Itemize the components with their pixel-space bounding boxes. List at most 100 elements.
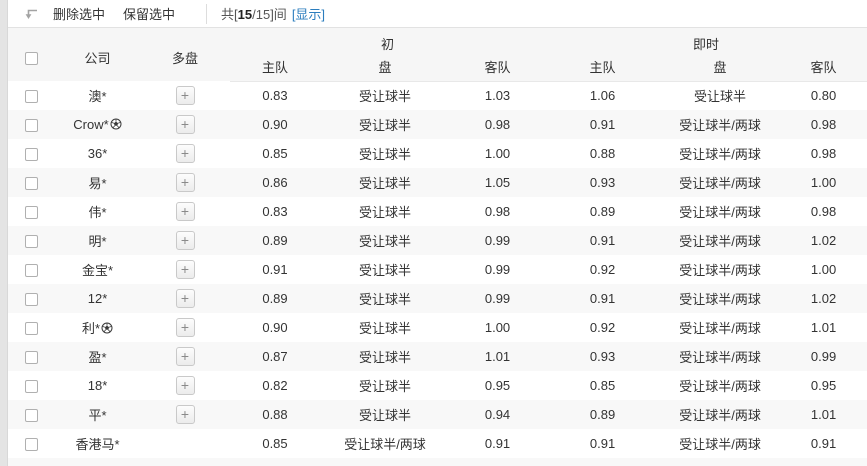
live-away-odds: 1.01 <box>810 320 837 335</box>
live-handicap: 受让球半/两球 <box>679 437 761 452</box>
company-name: 澳* <box>88 89 107 104</box>
row-checkbox[interactable] <box>25 235 38 249</box>
table-row: 明* + 0.89 受让球半 0.99 0.91 受让球半/两球 1.02 <box>8 226 867 255</box>
row-select-cell <box>8 81 55 110</box>
initial-away-odds: 0.94 <box>450 400 546 429</box>
row-checkbox[interactable] <box>25 351 38 365</box>
live-away-odds: 0.98 <box>780 110 867 139</box>
multi-cell: + <box>140 400 230 429</box>
multi-cell: + <box>140 226 230 255</box>
toolbar-divider <box>206 3 208 24</box>
select-all-checkbox[interactable] <box>25 52 38 66</box>
initial-away-odds: 1.00 <box>484 146 511 161</box>
expand-button[interactable]: + <box>175 202 195 221</box>
row-select-cell <box>8 255 55 284</box>
initial-away-odds: 1.00 <box>484 320 511 335</box>
company-name: 18* <box>87 378 108 393</box>
initial-away-odds: 0.99 <box>450 226 546 255</box>
table-row: 威* 0.75 受让球半 1.00 0.97 受让球半 0.81 <box>8 458 867 466</box>
expand-button[interactable]: + <box>175 144 195 163</box>
company-name: 盈* <box>88 350 107 365</box>
row-checkbox[interactable] <box>25 322 38 336</box>
initial-handicap: 受让球半 <box>320 110 450 139</box>
live-handicap: 受让球半/两球 <box>679 205 761 220</box>
table-row: 12* + 0.89 受让球半 0.99 0.91 受让球半/两球 1.02 <box>8 284 867 313</box>
initial-away-odds: 1.01 <box>450 342 546 371</box>
live-home-odds: 0.91 <box>589 436 616 451</box>
company-name: 香港马* <box>75 437 120 452</box>
expand-button[interactable]: + <box>175 376 195 395</box>
left-edge-strip <box>0 0 8 466</box>
initial-handicap: 受让球半 <box>358 147 411 162</box>
live-handicap: 受让球半 <box>694 89 747 105</box>
row-checkbox[interactable] <box>25 293 38 307</box>
initial-away-odds: 1.05 <box>450 168 546 197</box>
live-handicap: 受让球半/两球 <box>660 342 781 371</box>
row-checkbox[interactable] <box>25 206 38 220</box>
multi-cell <box>140 458 230 466</box>
initial-handicap: 受让球半 <box>358 321 411 336</box>
row-checkbox[interactable] <box>25 438 38 452</box>
initial-away-odds: 1.03 <box>484 88 511 104</box>
table-header: 公司 多盘 初 即时 主队 盘 客队 主队 盘 客队 <box>8 28 867 82</box>
initial-away-odds: 0.98 <box>450 110 546 139</box>
expand-button[interactable]: + <box>175 173 195 192</box>
multi-cell <box>140 429 230 458</box>
expand-button[interactable]: + <box>175 318 195 337</box>
expand-button[interactable]: + <box>175 86 195 105</box>
keep-selected-button[interactable]: 保留选中 <box>123 7 176 22</box>
header-initial-away: 客队 <box>450 53 546 82</box>
bookmaker-count: 共[15/15]间 <box>221 7 287 22</box>
row-checkbox[interactable] <box>25 380 38 394</box>
expand-button[interactable]: + <box>175 231 195 250</box>
company-cell: Crow* <box>55 110 140 139</box>
row-select-cell <box>8 197 55 226</box>
live-handicap: 受让球半/两球 <box>679 263 761 278</box>
table-row: 澳* + 0.83 受让球半 1.03 1.06 受让球半 0.80 <box>8 81 867 110</box>
initial-home-odds: 0.85 <box>262 146 288 161</box>
initial-handicap: 受让球半 <box>320 458 450 466</box>
row-select-cell <box>8 313 55 342</box>
soccer-ball-icon <box>110 118 122 130</box>
live-away-odds: 0.98 <box>810 204 837 219</box>
initial-home-odds: 0.83 <box>262 204 288 219</box>
delete-selected-button[interactable]: 删除选中 <box>53 7 106 22</box>
row-checkbox[interactable] <box>25 119 38 133</box>
expand-button[interactable]: + <box>175 405 195 424</box>
initial-home-odds: 0.82 <box>262 378 288 393</box>
table-row: 36* + 0.85 受让球半 1.00 0.88 受让球半/两球 0.98 <box>8 139 867 168</box>
header-live-away: 客队 <box>780 53 867 82</box>
initial-home-odds: 0.88 <box>230 400 320 429</box>
row-checkbox[interactable] <box>25 264 38 278</box>
row-checkbox[interactable] <box>25 90 38 104</box>
header-initial-home: 主队 <box>230 53 320 82</box>
expand-button[interactable]: + <box>175 115 195 134</box>
company-name: 明* <box>88 234 107 249</box>
expand-button[interactable]: + <box>175 289 195 308</box>
row-checkbox[interactable] <box>25 409 38 423</box>
expand-button[interactable]: + <box>175 347 195 366</box>
multi-cell: + <box>140 255 230 284</box>
row-select-cell <box>8 168 55 197</box>
initial-handicap: 受让球半 <box>358 205 411 220</box>
show-link[interactable]: [显示] <box>291 7 326 22</box>
company-name: 利* <box>81 321 101 336</box>
expand-button[interactable]: + <box>175 260 195 279</box>
initial-home-odds: 0.89 <box>230 226 320 255</box>
company-cell: 香港马* <box>55 429 140 458</box>
header-live-handicap: 盘 <box>660 53 781 82</box>
row-checkbox[interactable] <box>25 177 38 191</box>
initial-home-odds: 0.87 <box>230 342 320 371</box>
table-row: Crow* + 0.90 受让球半 0.98 0.91 受让球半/两球 0.98 <box>8 110 867 139</box>
live-home-odds: 0.92 <box>589 320 616 335</box>
odds-table-body: 澳* + 0.83 受让球半 1.03 1.06 受让球半 0.80 Crow*… <box>8 81 867 466</box>
table-row: 香港马* 0.85 受让球半/两球 0.91 0.91 受让球半/两球 0.91 <box>8 429 867 458</box>
live-away-odds: 1.02 <box>780 284 867 313</box>
table-row: 盈* + 0.87 受让球半 1.01 0.93 受让球半/两球 0.99 <box>8 342 867 371</box>
company-cell: 伟* <box>55 197 140 226</box>
live-home-odds: 0.91 <box>545 110 661 139</box>
row-checkbox[interactable] <box>25 148 38 162</box>
live-away-odds: 0.91 <box>810 436 837 451</box>
company-name: 伟* <box>88 205 107 220</box>
row-select-cell <box>8 284 55 313</box>
